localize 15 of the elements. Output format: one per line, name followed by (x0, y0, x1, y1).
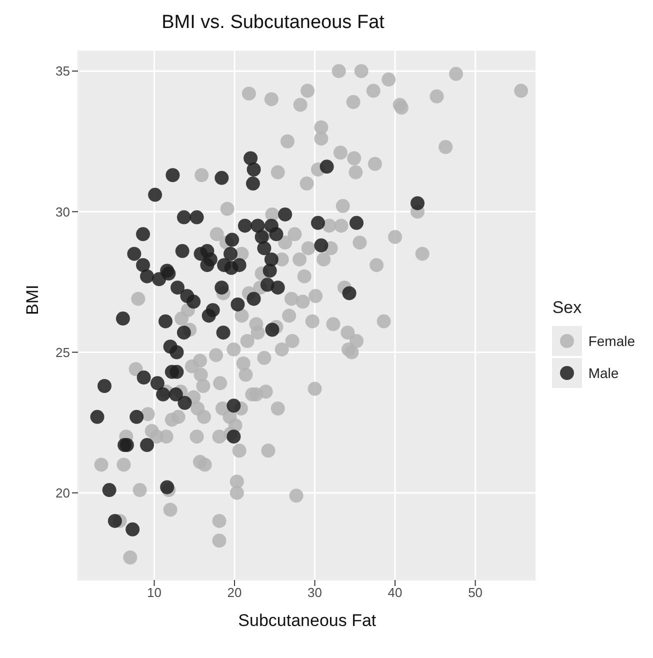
y-tick-label: 20 (56, 485, 70, 500)
y-tick-label: 35 (56, 64, 70, 79)
x-tick-label: 40 (388, 585, 402, 600)
legend-title: Sex (552, 298, 583, 318)
legend-label: Male (588, 365, 619, 381)
x-tick-label: 20 (227, 585, 242, 600)
chart-title: BMI vs. Subcutaneous Fat (160, 11, 386, 35)
legend-label: Female (588, 333, 635, 349)
x-axis-title: Subcutaneous Fat (238, 611, 376, 630)
y-tick-label: 25 (56, 344, 70, 360)
x-tick-label: 30 (308, 585, 322, 600)
y-tick-label: 30 (56, 204, 70, 220)
x-tick-label: 50 (468, 585, 483, 600)
x-tick-label: 10 (147, 585, 162, 600)
y-axis-title: BMI (23, 284, 42, 315)
